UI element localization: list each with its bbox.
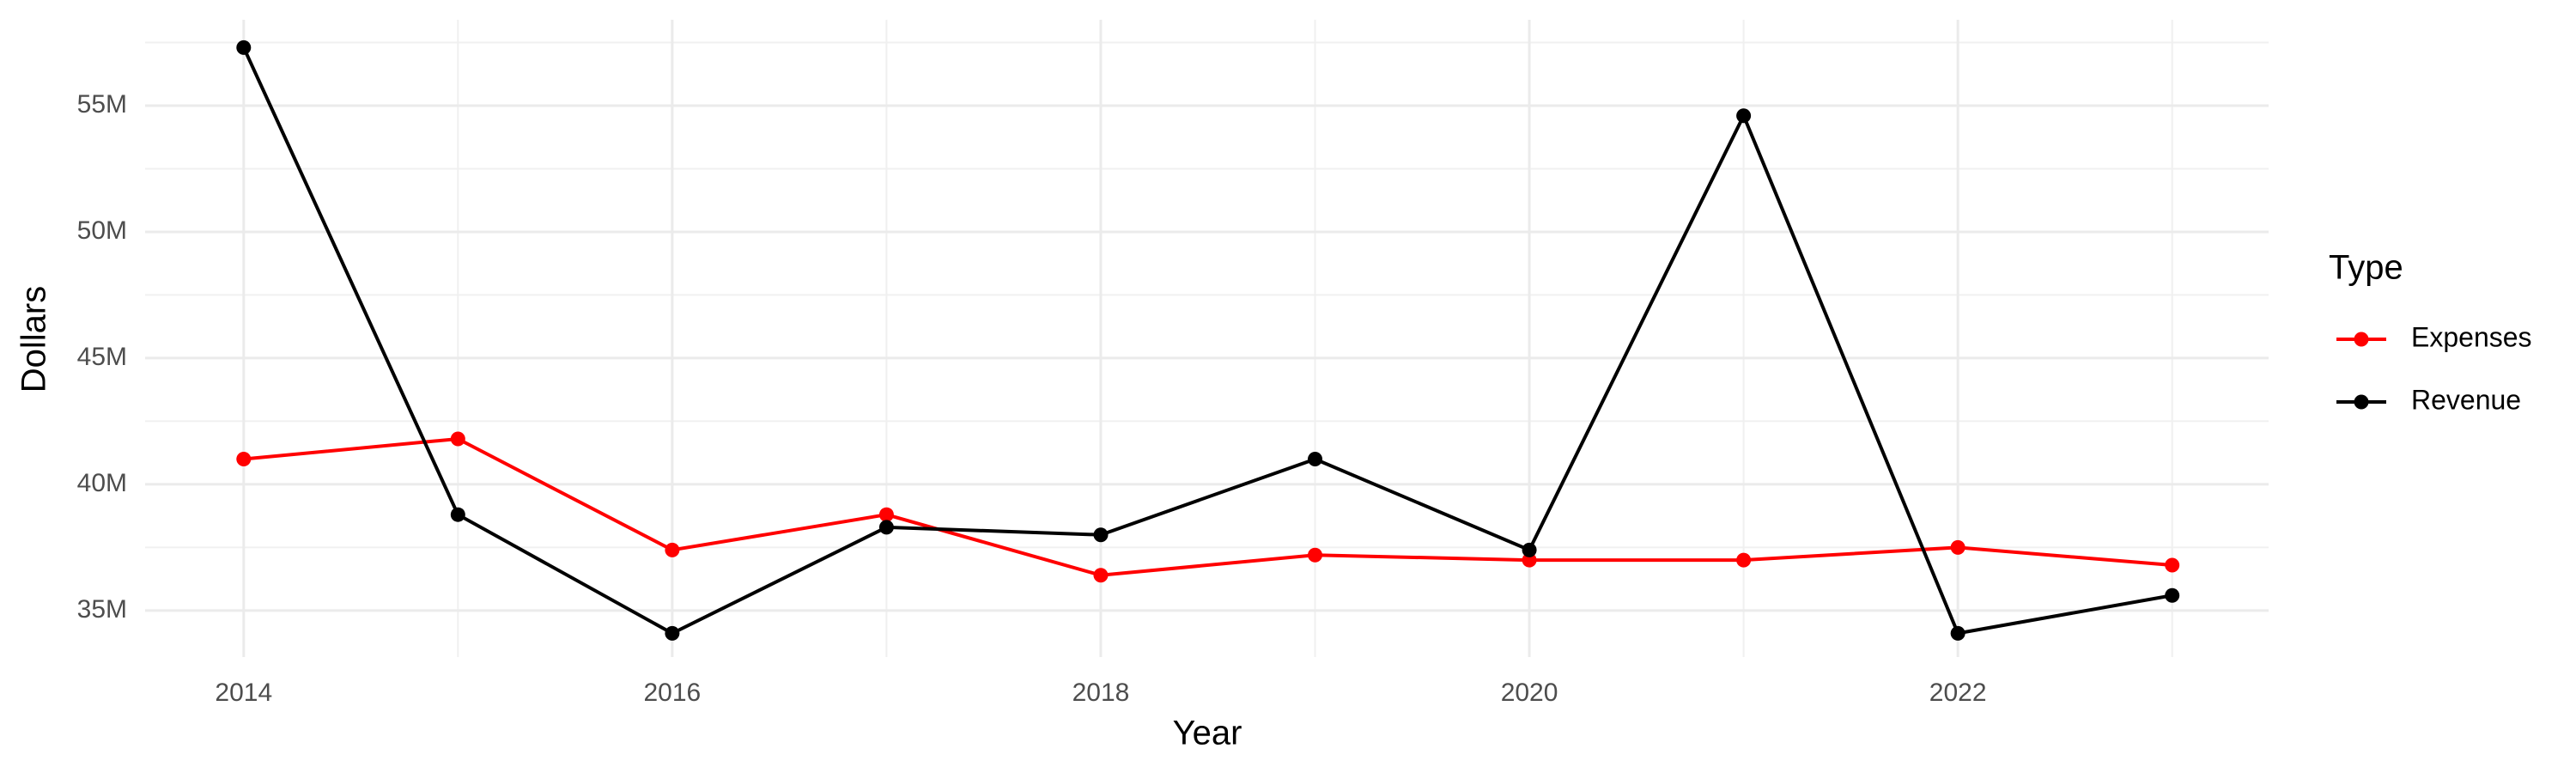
x-tick-label: 2022 <box>1929 679 1987 707</box>
point <box>236 40 252 55</box>
x-tick-label: 2016 <box>644 679 702 707</box>
y-tick-label: 45M <box>77 343 127 371</box>
point <box>236 452 252 467</box>
series-line <box>243 436 2172 577</box>
point <box>878 520 894 535</box>
x-tick-label: 2014 <box>215 679 272 707</box>
point <box>1093 568 1109 583</box>
series-line <box>241 46 2173 636</box>
point <box>450 431 465 447</box>
legend-label: Expenses <box>2411 321 2532 352</box>
point <box>2165 587 2180 603</box>
point <box>1736 552 1752 568</box>
legend-label: Revenue <box>2411 384 2521 415</box>
x-axis-title: Year <box>1173 715 1242 752</box>
legend-key-point <box>2354 394 2369 410</box>
y-axis-title: Dollars <box>15 286 53 393</box>
legend-key-point <box>2354 332 2369 347</box>
x-tick-label: 2018 <box>1072 679 1130 707</box>
point <box>665 625 680 641</box>
point <box>2165 557 2180 573</box>
y-tick-label: 55M <box>77 90 127 119</box>
point <box>1308 547 1323 563</box>
point <box>665 542 680 557</box>
point <box>1736 108 1752 124</box>
point <box>1522 542 1537 557</box>
legend-title: Type <box>2329 249 2403 287</box>
y-tick-label: 35M <box>77 595 127 624</box>
point <box>878 507 894 522</box>
y-tick-label: 50M <box>77 216 127 245</box>
point <box>450 507 465 522</box>
point <box>1522 552 1537 568</box>
point <box>1093 527 1109 543</box>
y-tick-label: 40M <box>77 469 127 497</box>
point <box>1308 452 1323 467</box>
x-tick-label: 2020 <box>1501 679 1558 707</box>
point <box>1950 539 1965 555</box>
point <box>1950 625 1965 641</box>
